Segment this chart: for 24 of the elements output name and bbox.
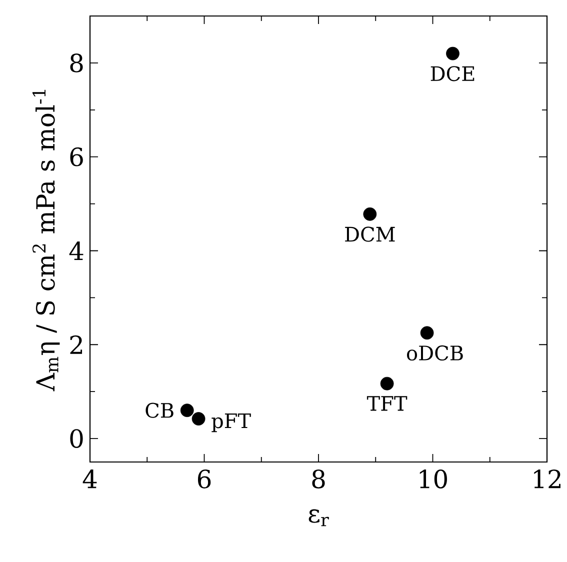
y-axis-title: Λ$_{m}$η / S cm$^{2}$ mPa s mol$^{-1}$ [32, 90, 60, 392]
y-tick-label: 8 [70, 53, 83, 72]
x-tick-label: 10 [420, 470, 447, 488]
point [380, 376, 394, 390]
y-tick-label: 0 [70, 429, 83, 448]
annotation: CB [146, 402, 174, 418]
point [446, 46, 460, 60]
x-tick-label: 6 [198, 470, 211, 488]
point [363, 207, 377, 221]
x-tick-label: 12 [534, 470, 560, 488]
annotation: TFT [366, 396, 408, 411]
point [192, 412, 206, 426]
annotation: pFT [212, 413, 251, 432]
point [180, 404, 194, 418]
point [420, 326, 434, 340]
y-tick-label: 6 [70, 147, 83, 166]
x-tick-label: 8 [312, 470, 325, 488]
x-axis-title: ε$_{r}$ [308, 509, 329, 526]
x-tick-label: 4 [82, 470, 97, 488]
annotation: oDCB [407, 345, 463, 361]
y-tick-label: 2 [70, 335, 82, 354]
annotation: DCM [345, 226, 395, 242]
y-tick-label: 4 [69, 241, 84, 260]
annotation: DCE [430, 66, 474, 82]
